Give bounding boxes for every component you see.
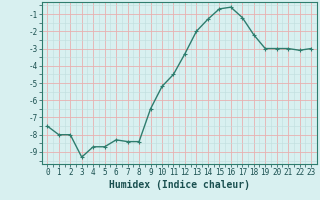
X-axis label: Humidex (Indice chaleur): Humidex (Indice chaleur) — [109, 180, 250, 190]
